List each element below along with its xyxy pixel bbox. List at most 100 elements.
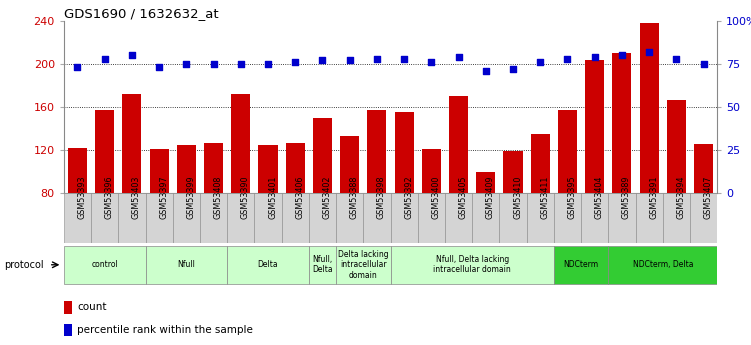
Text: GSM53388: GSM53388 <box>350 176 359 219</box>
Bar <box>363 193 391 243</box>
Bar <box>146 246 227 284</box>
Bar <box>64 324 72 336</box>
Bar <box>558 110 577 279</box>
Text: GSM53404: GSM53404 <box>595 176 604 219</box>
Bar <box>422 149 441 279</box>
Point <box>698 61 710 67</box>
Bar <box>146 193 173 243</box>
Bar <box>503 151 523 279</box>
Bar <box>64 246 146 284</box>
Text: GSM53397: GSM53397 <box>159 175 168 219</box>
Text: GSM53406: GSM53406 <box>295 176 304 219</box>
Point <box>562 56 574 61</box>
Bar <box>367 110 387 279</box>
Point <box>180 61 192 67</box>
Bar <box>445 193 472 243</box>
Point <box>589 54 601 60</box>
Bar <box>690 193 717 243</box>
Bar <box>231 94 250 279</box>
Text: GSM53402: GSM53402 <box>322 176 331 219</box>
Text: GSM53390: GSM53390 <box>241 176 250 219</box>
Bar <box>285 142 305 279</box>
Text: GSM53409: GSM53409 <box>486 176 495 219</box>
Bar <box>95 110 114 279</box>
Bar <box>694 144 713 279</box>
Text: GSM53389: GSM53389 <box>622 176 631 219</box>
Bar <box>91 193 119 243</box>
Bar <box>499 193 526 243</box>
Bar <box>667 100 686 279</box>
Text: GSM53396: GSM53396 <box>104 176 113 219</box>
Bar <box>313 118 332 279</box>
Bar <box>282 193 309 243</box>
Text: GSM53403: GSM53403 <box>132 176 141 219</box>
Point <box>671 56 683 61</box>
Bar <box>608 246 717 284</box>
Point <box>344 58 356 63</box>
Point <box>235 61 247 67</box>
Point <box>616 52 628 58</box>
Text: GSM53394: GSM53394 <box>677 176 686 219</box>
Text: GDS1690 / 1632632_at: GDS1690 / 1632632_at <box>64 7 219 20</box>
Bar <box>204 142 223 279</box>
Point <box>398 56 410 61</box>
Bar <box>554 193 581 243</box>
Text: NDCterm, Delta: NDCterm, Delta <box>632 260 693 269</box>
Text: GSM53410: GSM53410 <box>513 176 522 219</box>
Bar <box>418 193 445 243</box>
Text: GSM53395: GSM53395 <box>568 175 577 219</box>
Point <box>643 49 655 55</box>
Text: percentile rank within the sample: percentile rank within the sample <box>77 325 253 335</box>
Point <box>71 65 83 70</box>
Point <box>98 56 110 61</box>
Bar <box>585 60 605 279</box>
Bar <box>227 246 309 284</box>
Point <box>371 56 383 61</box>
Text: Delta lacking
intracellular
domain: Delta lacking intracellular domain <box>338 250 388 280</box>
Bar <box>391 246 554 284</box>
Text: Delta: Delta <box>258 260 279 269</box>
Bar <box>200 193 227 243</box>
Text: Nfull, Delta lacking
intracellular domain: Nfull, Delta lacking intracellular domai… <box>433 255 511 275</box>
Text: GSM53392: GSM53392 <box>404 175 413 219</box>
Bar <box>581 193 608 243</box>
Point <box>316 58 328 63</box>
Bar <box>531 134 550 279</box>
Bar <box>554 246 608 284</box>
Text: protocol: protocol <box>4 260 44 270</box>
Text: NDCterm: NDCterm <box>563 260 599 269</box>
Text: GSM53398: GSM53398 <box>377 176 386 219</box>
Point <box>262 61 274 67</box>
Bar <box>227 193 255 243</box>
Text: GSM53407: GSM53407 <box>704 176 713 219</box>
Point <box>453 54 465 60</box>
Bar <box>472 193 499 243</box>
Bar <box>662 193 690 243</box>
Text: count: count <box>77 303 107 313</box>
Bar <box>173 193 200 243</box>
Point <box>480 68 492 73</box>
Point <box>289 59 301 65</box>
Bar <box>640 23 659 279</box>
Bar <box>449 96 468 279</box>
Text: GSM53399: GSM53399 <box>186 175 195 219</box>
Bar <box>394 112 414 279</box>
Text: GSM53408: GSM53408 <box>213 176 222 219</box>
Bar <box>635 193 662 243</box>
Bar <box>255 193 282 243</box>
Bar <box>612 53 632 279</box>
Point <box>507 66 519 72</box>
Bar <box>340 136 359 279</box>
Bar <box>608 193 635 243</box>
Bar <box>149 149 169 279</box>
Text: GSM53401: GSM53401 <box>268 176 277 219</box>
Bar <box>258 145 278 279</box>
Point <box>425 59 437 65</box>
Text: GSM53391: GSM53391 <box>649 176 658 219</box>
Text: GSM53393: GSM53393 <box>77 176 86 219</box>
Bar <box>309 193 336 243</box>
Bar <box>336 193 363 243</box>
Text: GSM53405: GSM53405 <box>459 176 468 219</box>
Point <box>126 52 138 58</box>
Bar <box>309 246 336 284</box>
